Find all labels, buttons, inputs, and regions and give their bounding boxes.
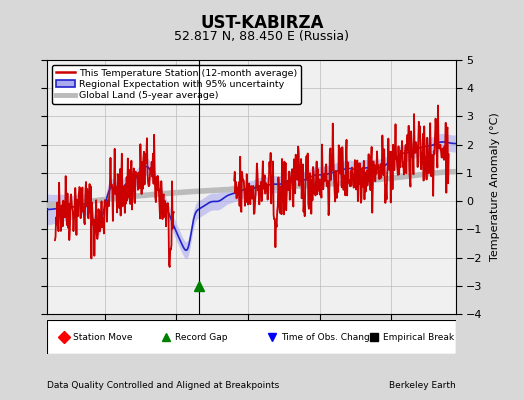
- Text: Record Gap: Record Gap: [174, 332, 227, 342]
- Y-axis label: Temperature Anomaly (°C): Temperature Anomaly (°C): [490, 113, 500, 261]
- Text: 52.817 N, 88.450 E (Russia): 52.817 N, 88.450 E (Russia): [174, 30, 350, 43]
- Legend: This Temperature Station (12-month average), Regional Expectation with 95% uncer: This Temperature Station (12-month avera…: [52, 65, 301, 104]
- Text: Station Move: Station Move: [72, 332, 132, 342]
- Text: Time of Obs. Change: Time of Obs. Change: [281, 332, 375, 342]
- Text: Data Quality Controlled and Aligned at Breakpoints: Data Quality Controlled and Aligned at B…: [47, 381, 279, 390]
- Text: Berkeley Earth: Berkeley Earth: [389, 381, 456, 390]
- Text: Empirical Break: Empirical Break: [383, 332, 454, 342]
- Text: UST-KABIRZA: UST-KABIRZA: [200, 14, 324, 32]
